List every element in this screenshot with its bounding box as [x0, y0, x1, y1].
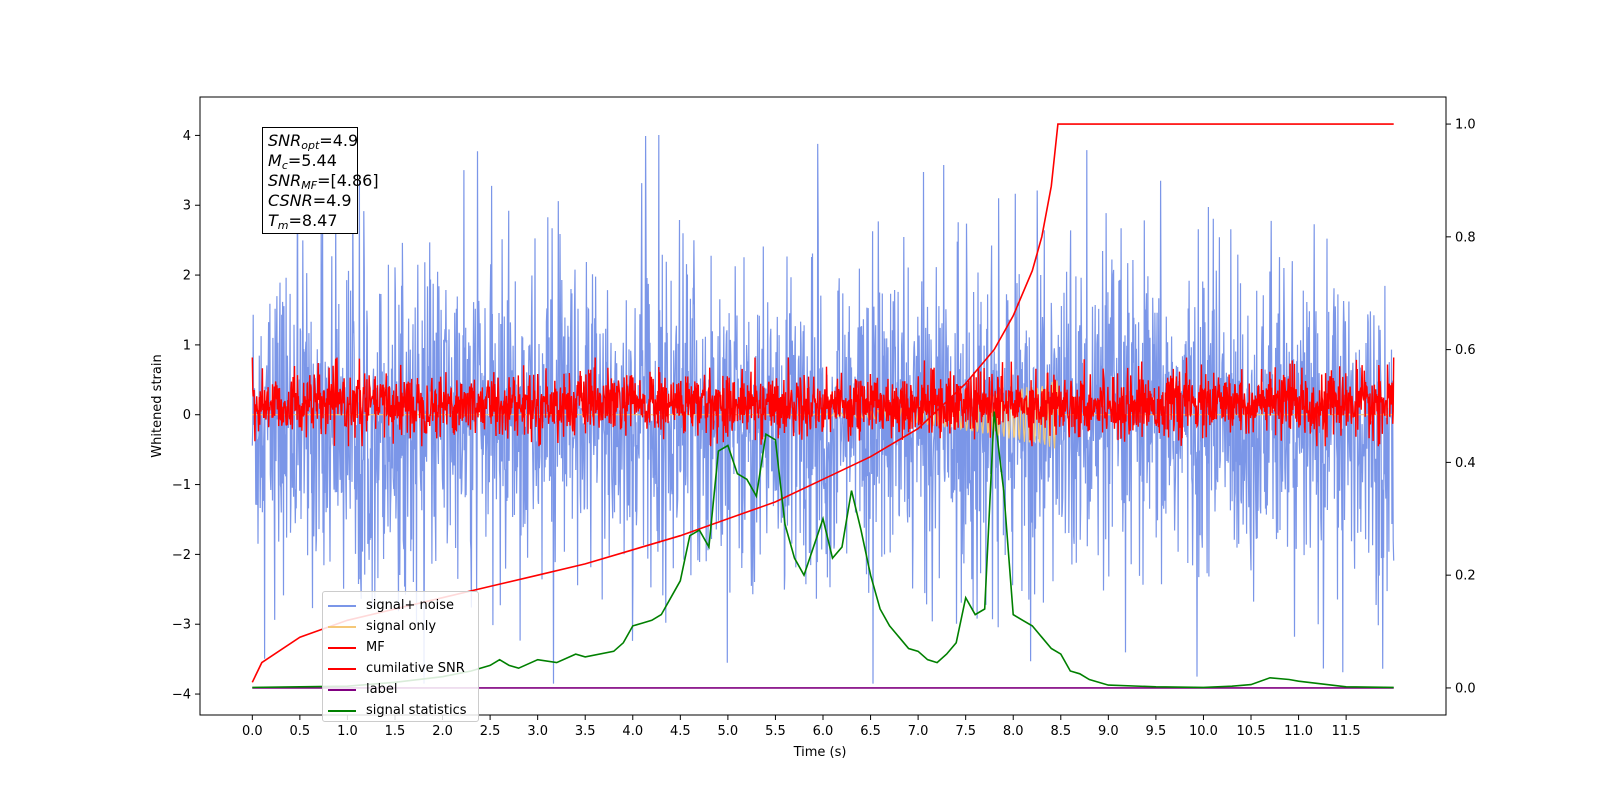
annotation-line: Mc=5.44	[268, 151, 337, 172]
legend-item: MF	[328, 637, 478, 658]
legend-item: signal statistics	[328, 700, 478, 721]
x-axis: 0.0 0.5 1.0 1.5 2.0 2.5 3.0 3.5 4.0 4.5 5.0 5.5 6.0 6…	[242, 715, 1361, 739]
x-tick-label: 2.5	[480, 724, 501, 739]
legend-item: cumilative SNR	[328, 658, 478, 679]
x-tick-label: 8.5	[1050, 724, 1071, 739]
legend-label: signal statistics	[366, 703, 467, 718]
x-axis-label: Time (s)	[793, 745, 847, 760]
x-tick-label: 2.0	[432, 724, 453, 739]
y-tick-label-left: 3	[183, 199, 191, 214]
y-tick-label-left: 1	[183, 338, 191, 353]
annotation-line: SNRopt=4.9	[268, 131, 359, 152]
legend-label: MF	[366, 640, 385, 655]
legend-swatch	[328, 688, 356, 691]
x-tick-label: 10.5	[1237, 724, 1266, 739]
annotation-line: Tm=8.47	[268, 211, 338, 232]
y-tick-label-right: 0.8	[1455, 230, 1476, 245]
x-tick-label: 11.5	[1332, 724, 1361, 739]
y-tick-label-right: 0.0	[1455, 681, 1476, 696]
x-tick-label: 11.0	[1284, 724, 1313, 739]
x-tick-label: 1.5	[385, 724, 406, 739]
y-tick-label-right: 0.4	[1455, 456, 1476, 471]
legend-label: label	[366, 682, 398, 697]
x-tick-label: 7.0	[908, 724, 929, 739]
y-tick-label-left: 0	[183, 408, 191, 423]
y-tick-label-left: 2	[183, 269, 191, 284]
x-tick-label: 1.0	[337, 724, 358, 739]
legend-swatch	[328, 709, 356, 712]
series-mf	[251, 357, 1395, 447]
x-tick-label: 6.0	[813, 724, 834, 739]
y-tick-label-left: −4	[172, 688, 191, 703]
series-signal-statistics	[252, 411, 1394, 689]
legend-item: signal+ noise	[328, 595, 478, 616]
y-tick-label-right: 0.2	[1455, 569, 1476, 584]
legend-label: signal+ noise	[366, 598, 455, 613]
x-tick-label: 0.0	[242, 724, 263, 739]
x-tick-label: 5.0	[718, 724, 739, 739]
x-tick-label: 6.5	[860, 724, 881, 739]
x-tick-label: 4.0	[622, 724, 643, 739]
legend-label: cumilative SNR	[366, 661, 465, 676]
legend-item: label	[328, 679, 478, 700]
y-tick-label-left: −3	[172, 618, 191, 633]
y-tick-label-right: 1.0	[1455, 118, 1476, 133]
x-tick-label: 5.5	[765, 724, 786, 739]
x-tick-label: 9.5	[1146, 724, 1167, 739]
y-tick-label-right: 0.6	[1455, 343, 1476, 358]
y-axis-label: Whitened strain	[150, 354, 165, 457]
x-tick-label: 7.5	[955, 724, 976, 739]
x-tick-label: 8.0	[1003, 724, 1024, 739]
legend-swatch	[328, 667, 356, 670]
legend: signal+ noise signal only MF cumilative SNR…	[322, 591, 479, 722]
x-tick-label: 10.0	[1189, 724, 1218, 739]
legend-label: signal only	[366, 619, 437, 634]
annotation-line: CSNR=4.9	[268, 191, 352, 210]
y-axis-left: −4 −3 −2 −1 0 1 2 3 4	[172, 129, 200, 703]
y-tick-label-left: −1	[172, 478, 191, 493]
legend-item: signal only	[328, 616, 478, 637]
y-tick-label-left: 4	[183, 129, 191, 144]
x-tick-label: 0.5	[290, 724, 311, 739]
x-tick-label: 9.0	[1098, 724, 1119, 739]
annotation-line: SNRMF=[4.86]	[268, 171, 379, 192]
y-axis-right: 0.0 0.2 0.4 0.6 0.8 1.0	[1446, 118, 1476, 696]
x-tick-label: 3.0	[527, 724, 548, 739]
legend-swatch	[328, 604, 356, 607]
annotation-box: SNRopt=4.9 Mc=5.44 SNRMF=[4.86] CSNR=4.9 Tm=…	[262, 127, 379, 234]
x-tick-label: 3.5	[575, 724, 596, 739]
y-tick-label-left: −2	[172, 548, 191, 563]
x-tick-label: 4.5	[670, 724, 691, 739]
legend-swatch	[328, 625, 356, 628]
legend-swatch	[328, 646, 356, 649]
